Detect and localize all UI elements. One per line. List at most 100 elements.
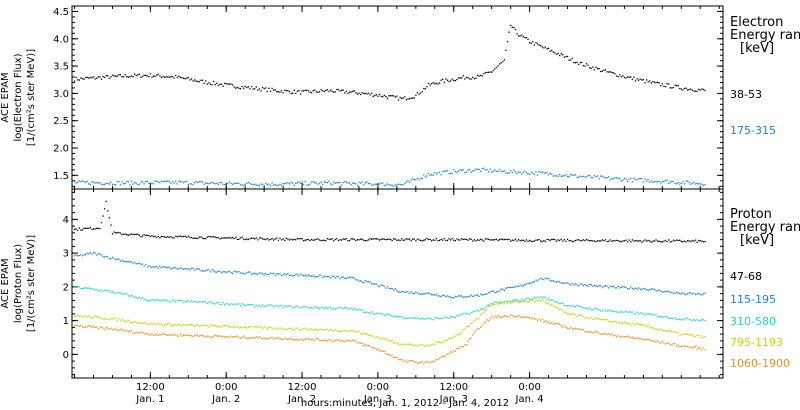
- data-point: [669, 181, 671, 183]
- data-point: [473, 332, 475, 334]
- data-point: [111, 183, 114, 185]
- x-tick-label: Jan. 2: [211, 394, 240, 405]
- data-point: [388, 238, 390, 240]
- data-point: [484, 306, 487, 309]
- data-point: [462, 312, 464, 315]
- data-point: [437, 239, 439, 242]
- data-point: [268, 338, 270, 340]
- data-point: [152, 236, 155, 238]
- data-point: [656, 290, 659, 292]
- data-point: [573, 306, 575, 308]
- data-point: [304, 239, 306, 241]
- data-point: [160, 334, 163, 336]
- data-point: [303, 327, 305, 330]
- data-point: [434, 360, 436, 362]
- data-point: [630, 241, 632, 243]
- data-point: [157, 334, 159, 336]
- data-point: [377, 238, 379, 240]
- data-point: [162, 235, 164, 238]
- data-point: [350, 329, 352, 332]
- data-point: [603, 309, 605, 311]
- data-point: [423, 87, 425, 90]
- data-point: [336, 238, 338, 240]
- data-point: [582, 65, 585, 67]
- data-point: [434, 344, 436, 346]
- data-point: [151, 235, 153, 237]
- data-point: [88, 227, 90, 230]
- data-point: [214, 303, 216, 305]
- data-point: [200, 79, 202, 81]
- data-point: [192, 80, 194, 82]
- data-point: [255, 336, 257, 338]
- data-point: [510, 169, 512, 172]
- data-point: [600, 240, 602, 242]
- data-point: [418, 344, 420, 347]
- data-point: [345, 90, 348, 93]
- data-point: [225, 271, 227, 273]
- data-point: [318, 239, 321, 241]
- data-point: [475, 294, 477, 296]
- data-point: [429, 292, 431, 295]
- data-point: [619, 74, 621, 76]
- data-point: [472, 295, 474, 298]
- data-point: [328, 238, 330, 240]
- data-point: [268, 87, 270, 89]
- data-point: [217, 335, 220, 337]
- data-point: [127, 260, 129, 263]
- data-point: [687, 180, 689, 182]
- data-point: [372, 312, 374, 315]
- data-point: [486, 305, 488, 307]
- data-point: [655, 82, 657, 84]
- data-point: [552, 300, 554, 302]
- data-point: [397, 316, 400, 318]
- data-point: [212, 302, 215, 304]
- data-point: [115, 75, 117, 77]
- data-point: [337, 330, 340, 332]
- data-point: [702, 347, 705, 349]
- data-point: [364, 240, 366, 242]
- data-point: [617, 311, 619, 313]
- data-point: [698, 88, 700, 91]
- data-point: [530, 240, 532, 242]
- data-point: [378, 93, 381, 96]
- data-point: [639, 312, 641, 314]
- data-point: [465, 238, 468, 241]
- data-point: [186, 268, 188, 270]
- data-point: [653, 340, 656, 342]
- data-point: [132, 183, 134, 185]
- legend-title: Energy ranges: [730, 220, 800, 235]
- data-point: [521, 317, 523, 319]
- data-point: [119, 328, 122, 330]
- data-point: [456, 238, 458, 240]
- data-point: [543, 172, 545, 174]
- data-point: [133, 332, 136, 334]
- data-point: [80, 229, 82, 231]
- data-point: [304, 89, 306, 91]
- data-point: [696, 90, 698, 92]
- data-point: [235, 182, 237, 185]
- data-point: [380, 350, 382, 352]
- data-point: [320, 328, 322, 330]
- data-point: [633, 312, 635, 315]
- data-point: [83, 315, 85, 318]
- data-point: [375, 183, 378, 186]
- data-point: [585, 63, 588, 65]
- data-point: [454, 170, 457, 173]
- data-point: [644, 324, 646, 327]
- data-point: [563, 311, 566, 313]
- data-point: [560, 238, 562, 240]
- data-point: [285, 329, 287, 331]
- data-point: [702, 241, 705, 243]
- data-point: [517, 239, 520, 241]
- data-point: [432, 343, 434, 345]
- data-point: [143, 183, 145, 185]
- data-point: [570, 306, 572, 308]
- data-point: [348, 308, 351, 310]
- data-point: [143, 333, 145, 335]
- data-point: [111, 256, 114, 259]
- data-point: [625, 310, 627, 312]
- data-point: [118, 292, 120, 294]
- data-point: [476, 318, 479, 320]
- data-point: [148, 334, 150, 336]
